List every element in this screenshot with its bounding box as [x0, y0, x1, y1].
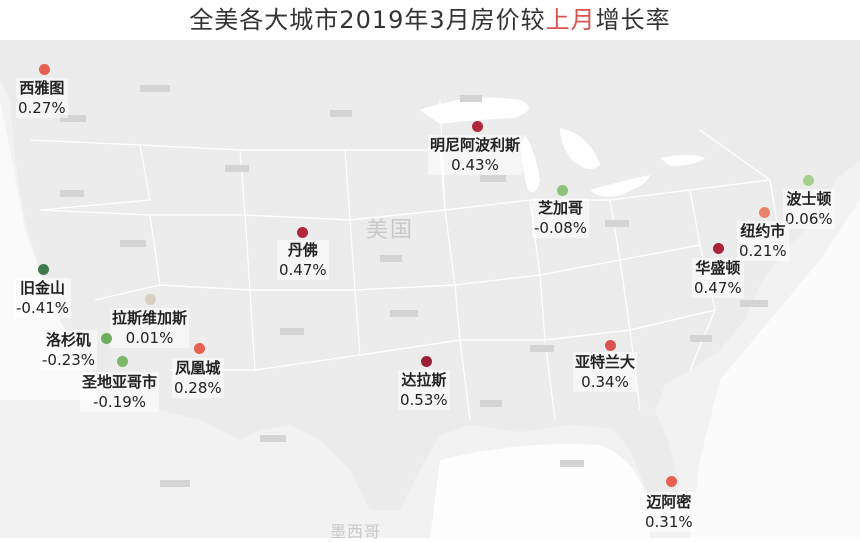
city-value: -0.08%: [534, 219, 588, 237]
city-value: 0.06%: [785, 210, 833, 228]
lake-erie: [590, 175, 650, 197]
label-atlanta: 亚特兰大 0.34%: [573, 352, 638, 392]
city-name: 亚特兰大: [575, 353, 636, 371]
city-value: -0.23%: [42, 351, 96, 369]
city-name: 迈阿密: [646, 493, 692, 511]
dot-sandiego[interactable]: [116, 355, 128, 367]
label-minneapolis: 明尼阿波利斯 0.43%: [428, 135, 523, 175]
city-name: 纽约市: [740, 222, 786, 240]
lake-ontario: [660, 155, 705, 166]
city-name: 明尼阿波利斯: [430, 136, 521, 154]
faint-place-labels: [60, 85, 768, 487]
dot-chicago[interactable]: [556, 184, 568, 196]
city-value: 0.47%: [279, 261, 327, 279]
city-value: 0.53%: [400, 391, 448, 409]
city-name: 西雅图: [19, 79, 65, 97]
dot-losangeles[interactable]: [100, 332, 112, 344]
city-value: 0.01%: [125, 329, 174, 347]
label-denver: 丹佛 0.47%: [277, 240, 329, 280]
dot-dallas[interactable]: [420, 355, 432, 367]
dot-seattle[interactable]: [38, 63, 50, 75]
label-newyork: 纽约市 0.21%: [737, 221, 789, 261]
city-value: 0.31%: [645, 513, 693, 531]
city-name: 丹佛: [287, 241, 318, 259]
label-sandiego: 圣地亚哥市 -0.19%: [80, 372, 160, 412]
label-boston: 波士顿 0.06%: [783, 189, 835, 229]
label-chicago: 芝加哥 -0.08%: [532, 198, 590, 238]
state-borders: [29, 99, 781, 421]
dot-denver[interactable]: [296, 226, 308, 238]
label-phoenix: 凤凰城 0.28%: [172, 358, 224, 398]
city-name: 旧金山: [20, 279, 66, 297]
pacific-ocean: [0, 100, 100, 400]
lake-huron: [560, 128, 600, 169]
label-seattle: 西雅图 0.27%: [16, 78, 68, 118]
map-title: 全美各大城市2019年3月房价较上月增长率: [0, 0, 860, 40]
lake-superior: [420, 97, 529, 124]
label-losangeles: 洛杉矶 -0.23%: [40, 330, 98, 370]
city-name: 凤凰城: [175, 359, 221, 377]
dot-washington[interactable]: [712, 242, 724, 254]
city-name: 达拉斯: [401, 371, 447, 389]
dot-sanfrancisco[interactable]: [37, 263, 49, 275]
dot-newyork[interactable]: [758, 206, 770, 218]
label-sanfrancisco: 旧金山 -0.41%: [14, 278, 72, 318]
country-label-usa: 美国: [366, 218, 415, 243]
label-dallas: 达拉斯 0.53%: [398, 370, 450, 410]
city-name: 波士顿: [786, 190, 832, 208]
dot-lasvegas[interactable]: [144, 293, 156, 305]
label-lasvegas: 拉斯维加斯 0.01%: [110, 308, 190, 348]
city-value: 0.21%: [739, 242, 787, 260]
title-highlight: 上月: [545, 6, 596, 34]
city-value: 0.34%: [581, 373, 629, 391]
city-value: 0.47%: [694, 279, 742, 297]
dot-atlanta[interactable]: [604, 339, 616, 351]
label-miami: 迈阿密 0.31%: [643, 492, 695, 532]
lake-michigan: [520, 135, 540, 193]
atlantic-ocean: [690, 200, 860, 538]
city-value: -0.19%: [92, 393, 147, 411]
map-canvas[interactable]: 美国 墨西哥 西雅图 0.27% 明尼阿波利斯 0.43% 芝加哥 -0.08%…: [0, 40, 860, 541]
city-value: 0.28%: [174, 379, 222, 397]
title-part2: 增长率: [595, 6, 671, 34]
label-washington: 华盛顿 0.47%: [692, 258, 744, 298]
title-part1: 全美各大城市2019年3月房价较: [189, 6, 546, 34]
gulf-of-mexico: [430, 444, 650, 538]
city-value: -0.41%: [16, 299, 70, 317]
dot-miami[interactable]: [665, 475, 677, 487]
city-name: 拉斯维加斯: [112, 309, 188, 327]
city-name: 圣地亚哥市: [82, 373, 158, 391]
dot-minneapolis[interactable]: [471, 120, 483, 132]
country-label-mexico: 墨西哥: [330, 522, 382, 541]
city-name: 芝加哥: [538, 199, 584, 217]
city-value: 0.27%: [18, 99, 66, 117]
dot-phoenix[interactable]: [193, 342, 205, 354]
city-name: 华盛顿: [695, 259, 741, 277]
city-value: 0.43%: [451, 156, 499, 174]
city-name: 洛杉矶: [46, 331, 92, 349]
dot-boston[interactable]: [802, 174, 814, 186]
